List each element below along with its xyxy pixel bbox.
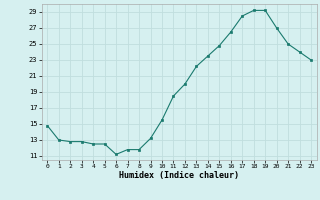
X-axis label: Humidex (Indice chaleur): Humidex (Indice chaleur) — [119, 171, 239, 180]
